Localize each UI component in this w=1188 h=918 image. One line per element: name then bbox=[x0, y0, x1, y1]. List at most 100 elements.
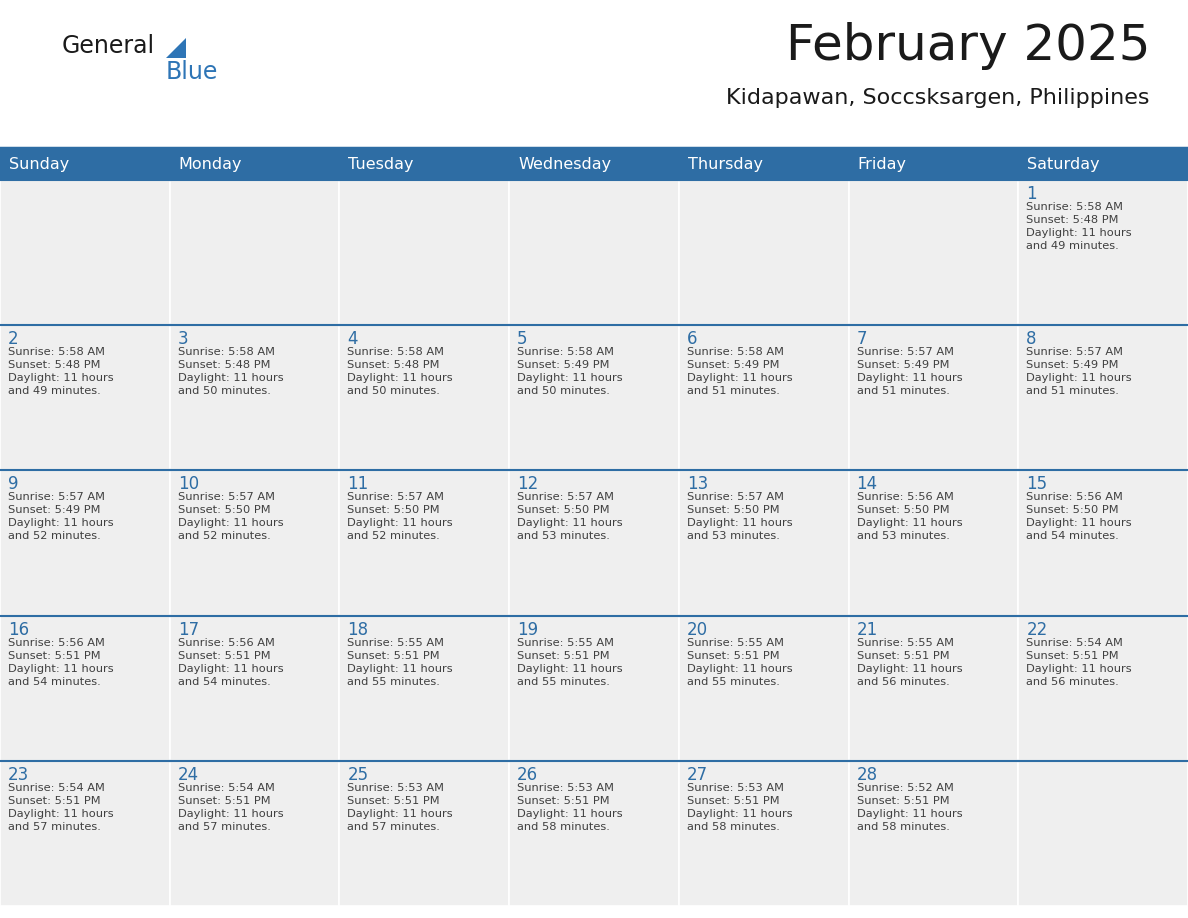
Bar bbox=[678, 616, 848, 761]
Bar bbox=[1018, 325, 1188, 470]
Text: Wednesday: Wednesday bbox=[518, 156, 612, 172]
Text: Daylight: 11 hours: Daylight: 11 hours bbox=[517, 374, 623, 383]
Bar bbox=[170, 616, 340, 761]
Text: 19: 19 bbox=[517, 621, 538, 639]
Text: Sunrise: 5:58 AM: Sunrise: 5:58 AM bbox=[687, 347, 784, 357]
Text: Daylight: 11 hours: Daylight: 11 hours bbox=[347, 519, 453, 529]
Text: and 50 minutes.: and 50 minutes. bbox=[178, 386, 271, 397]
Text: Sunrise: 5:56 AM: Sunrise: 5:56 AM bbox=[178, 638, 274, 647]
Text: Sunset: 5:51 PM: Sunset: 5:51 PM bbox=[178, 651, 271, 661]
Text: and 54 minutes.: and 54 minutes. bbox=[1026, 532, 1119, 542]
Text: Sunset: 5:48 PM: Sunset: 5:48 PM bbox=[1026, 215, 1119, 225]
Text: Daylight: 11 hours: Daylight: 11 hours bbox=[347, 809, 453, 819]
Text: Sunrise: 5:58 AM: Sunrise: 5:58 AM bbox=[517, 347, 614, 357]
Bar bbox=[510, 470, 678, 616]
Text: Sunset: 5:51 PM: Sunset: 5:51 PM bbox=[857, 796, 949, 806]
Text: Friday: Friday bbox=[858, 156, 906, 172]
Bar bbox=[340, 325, 510, 470]
Bar bbox=[170, 148, 340, 180]
Text: Monday: Monday bbox=[178, 156, 242, 172]
Text: Daylight: 11 hours: Daylight: 11 hours bbox=[1026, 519, 1132, 529]
Text: 16: 16 bbox=[8, 621, 30, 639]
Bar bbox=[1018, 761, 1188, 906]
Text: Sunset: 5:50 PM: Sunset: 5:50 PM bbox=[857, 506, 949, 515]
Text: and 55 minutes.: and 55 minutes. bbox=[687, 677, 779, 687]
Bar bbox=[848, 148, 1018, 180]
Text: 8: 8 bbox=[1026, 330, 1037, 348]
Bar bbox=[0, 180, 170, 325]
Bar bbox=[510, 148, 678, 180]
Text: Sunrise: 5:56 AM: Sunrise: 5:56 AM bbox=[857, 492, 954, 502]
Text: 2: 2 bbox=[8, 330, 19, 348]
Text: Daylight: 11 hours: Daylight: 11 hours bbox=[687, 664, 792, 674]
Text: Daylight: 11 hours: Daylight: 11 hours bbox=[1026, 228, 1132, 238]
Bar bbox=[170, 180, 340, 325]
Text: and 51 minutes.: and 51 minutes. bbox=[687, 386, 779, 397]
Text: Daylight: 11 hours: Daylight: 11 hours bbox=[347, 664, 453, 674]
Bar bbox=[0, 148, 170, 180]
Text: and 55 minutes.: and 55 minutes. bbox=[517, 677, 609, 687]
Bar bbox=[0, 761, 170, 906]
Text: and 57 minutes.: and 57 minutes. bbox=[8, 822, 101, 832]
Text: Sunrise: 5:57 AM: Sunrise: 5:57 AM bbox=[8, 492, 105, 502]
Text: and 55 minutes.: and 55 minutes. bbox=[347, 677, 441, 687]
Bar bbox=[510, 325, 678, 470]
Text: and 56 minutes.: and 56 minutes. bbox=[857, 677, 949, 687]
Text: Sunset: 5:51 PM: Sunset: 5:51 PM bbox=[517, 651, 609, 661]
Bar bbox=[340, 761, 510, 906]
Text: 1: 1 bbox=[1026, 185, 1037, 203]
Text: and 50 minutes.: and 50 minutes. bbox=[347, 386, 441, 397]
Text: Sunrise: 5:56 AM: Sunrise: 5:56 AM bbox=[8, 638, 105, 647]
Bar bbox=[340, 180, 510, 325]
Bar bbox=[510, 180, 678, 325]
Text: Sunset: 5:49 PM: Sunset: 5:49 PM bbox=[857, 360, 949, 370]
Text: Daylight: 11 hours: Daylight: 11 hours bbox=[857, 374, 962, 383]
Text: Sunrise: 5:54 AM: Sunrise: 5:54 AM bbox=[1026, 638, 1123, 647]
Text: Sunrise: 5:58 AM: Sunrise: 5:58 AM bbox=[178, 347, 274, 357]
Text: Daylight: 11 hours: Daylight: 11 hours bbox=[8, 809, 114, 819]
Bar bbox=[170, 325, 340, 470]
Text: and 49 minutes.: and 49 minutes. bbox=[1026, 241, 1119, 251]
Text: 9: 9 bbox=[8, 476, 19, 493]
Text: Sunset: 5:49 PM: Sunset: 5:49 PM bbox=[517, 360, 609, 370]
Text: Sunrise: 5:58 AM: Sunrise: 5:58 AM bbox=[347, 347, 444, 357]
Text: Sunset: 5:51 PM: Sunset: 5:51 PM bbox=[178, 796, 271, 806]
Bar bbox=[678, 470, 848, 616]
Text: and 57 minutes.: and 57 minutes. bbox=[347, 822, 441, 832]
Text: 10: 10 bbox=[178, 476, 198, 493]
Text: Sunset: 5:48 PM: Sunset: 5:48 PM bbox=[347, 360, 440, 370]
Bar bbox=[1018, 148, 1188, 180]
Text: Daylight: 11 hours: Daylight: 11 hours bbox=[1026, 664, 1132, 674]
Text: and 56 minutes.: and 56 minutes. bbox=[1026, 677, 1119, 687]
Text: and 58 minutes.: and 58 minutes. bbox=[857, 822, 949, 832]
Text: Sunrise: 5:56 AM: Sunrise: 5:56 AM bbox=[1026, 492, 1123, 502]
Text: Sunset: 5:51 PM: Sunset: 5:51 PM bbox=[347, 796, 440, 806]
Bar bbox=[170, 470, 340, 616]
Text: 5: 5 bbox=[517, 330, 527, 348]
Text: 6: 6 bbox=[687, 330, 697, 348]
Text: 28: 28 bbox=[857, 766, 878, 784]
Text: Sunset: 5:48 PM: Sunset: 5:48 PM bbox=[178, 360, 270, 370]
Bar bbox=[1018, 180, 1188, 325]
Text: 7: 7 bbox=[857, 330, 867, 348]
Text: Sunrise: 5:54 AM: Sunrise: 5:54 AM bbox=[8, 783, 105, 793]
Bar bbox=[0, 616, 170, 761]
Bar bbox=[848, 761, 1018, 906]
Text: Sunset: 5:51 PM: Sunset: 5:51 PM bbox=[687, 796, 779, 806]
Bar bbox=[1018, 470, 1188, 616]
Text: 21: 21 bbox=[857, 621, 878, 639]
Text: Daylight: 11 hours: Daylight: 11 hours bbox=[1026, 374, 1132, 383]
Text: and 51 minutes.: and 51 minutes. bbox=[1026, 386, 1119, 397]
Bar bbox=[510, 616, 678, 761]
Text: Sunrise: 5:53 AM: Sunrise: 5:53 AM bbox=[517, 783, 614, 793]
Text: Sunset: 5:51 PM: Sunset: 5:51 PM bbox=[687, 651, 779, 661]
Text: Daylight: 11 hours: Daylight: 11 hours bbox=[517, 519, 623, 529]
Text: Daylight: 11 hours: Daylight: 11 hours bbox=[857, 664, 962, 674]
Bar bbox=[0, 325, 170, 470]
Text: Sunrise: 5:53 AM: Sunrise: 5:53 AM bbox=[347, 783, 444, 793]
Text: Thursday: Thursday bbox=[688, 156, 763, 172]
Text: and 52 minutes.: and 52 minutes. bbox=[178, 532, 271, 542]
Text: and 58 minutes.: and 58 minutes. bbox=[517, 822, 609, 832]
Text: and 53 minutes.: and 53 minutes. bbox=[687, 532, 779, 542]
Text: Sunset: 5:51 PM: Sunset: 5:51 PM bbox=[347, 651, 440, 661]
